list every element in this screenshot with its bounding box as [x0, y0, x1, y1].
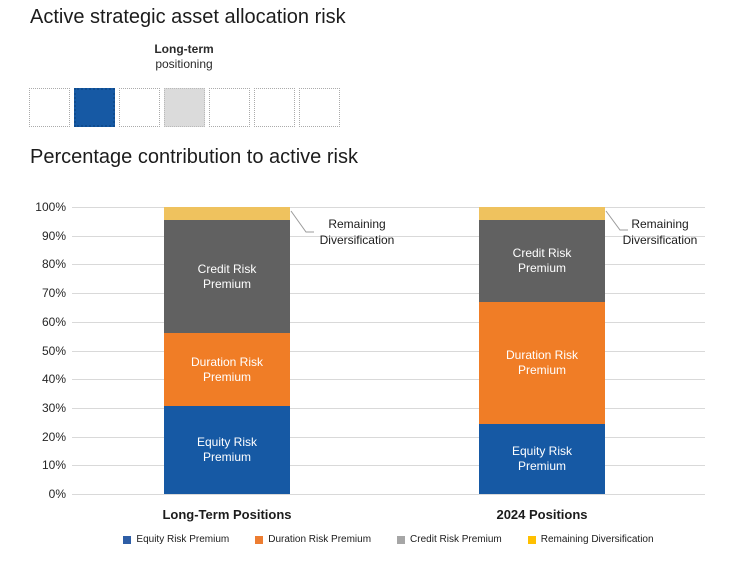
legend-label: Duration Risk Premium: [268, 534, 372, 545]
bar-segment: Duration Risk Premium: [479, 301, 605, 424]
category-label: Long-Term Positions: [162, 507, 292, 522]
legend-label: Credit Risk Premium: [410, 534, 502, 545]
gridline-90%: [72, 235, 705, 237]
y-axis-label: 40%: [41, 372, 66, 387]
positioning-label: Long-term positioning: [114, 42, 254, 72]
gridline-10%: [72, 465, 705, 467]
bar-segment: Credit Risk Premium: [164, 219, 290, 334]
gridline-30%: [72, 407, 705, 409]
legend-swatch-icon: [527, 535, 536, 544]
chart-title: Percentage contribution to active risk: [30, 146, 358, 168]
bar-segment-label: Duration Risk Premium: [505, 347, 579, 377]
positioning-label-line1: Long-term: [154, 42, 214, 56]
y-axis-label: 90%: [41, 228, 66, 243]
callout-line2: Diversification: [319, 232, 395, 247]
remaining-diversification-callout: Remaining Diversification: [277, 217, 437, 248]
gridline-100%: [72, 207, 705, 208]
positioning-square-4: [164, 88, 205, 127]
bar-segment-label: Equity Risk Premium: [511, 443, 573, 473]
bar-segment-label: Duration Risk Premium: [190, 354, 264, 384]
legend-item: Credit Risk Premium: [397, 534, 502, 545]
bar-segment-label: Equity Risk Premium: [196, 435, 258, 465]
gridline-20%: [72, 436, 705, 438]
bar-segment-label: Credit Risk Premium: [512, 245, 572, 275]
bar-segment: Equity Risk Premium: [479, 423, 605, 494]
positioning-square-2: [74, 88, 115, 127]
y-axis-label: 70%: [41, 286, 66, 301]
gridline-50%: [72, 350, 705, 352]
y-axis-label: 0%: [48, 487, 66, 501]
positioning-label-line2: positioning: [155, 57, 213, 71]
bar-segment: [479, 207, 605, 220]
legend-swatch-icon: [123, 535, 132, 544]
remaining-diversification-callout: Remaining Diversification: [580, 217, 736, 248]
bar-segment: Equity Risk Premium: [164, 406, 290, 494]
bar-segment: Duration Risk Premium: [164, 333, 290, 407]
positioning-square-5: [209, 88, 250, 127]
y-axis-label: 10%: [41, 458, 66, 473]
positioning-square-1: [29, 88, 70, 127]
y-axis-label: 20%: [41, 429, 66, 444]
gridline-70%: [72, 293, 705, 295]
category-label: 2024 Positions: [496, 507, 588, 522]
legend-item: Duration Risk Premium: [255, 534, 371, 545]
gridline-80%: [72, 264, 705, 266]
y-axis-label: 80%: [41, 257, 66, 272]
y-axis-label: 50%: [41, 343, 66, 358]
legend-label: Remaining Diversification: [540, 534, 654, 545]
chart-legend: Equity Risk Premium Duration Risk Premium…: [72, 534, 705, 545]
y-axis-label: 100%: [35, 200, 66, 214]
legend-swatch-icon: [397, 535, 406, 544]
legend-item: Remaining Diversification: [527, 534, 654, 545]
legend-label: Equity Risk Premium: [136, 534, 230, 545]
callout-line2: Diversification: [622, 232, 698, 247]
callout-line1: Remaining: [631, 217, 689, 231]
y-axis-label: 30%: [41, 400, 66, 415]
bar-segment: [164, 207, 290, 220]
y-axis-label: 60%: [41, 314, 66, 329]
positioning-square-3: [119, 88, 160, 127]
gridline-40%: [72, 379, 705, 381]
positioning-square-6: [254, 88, 295, 127]
gridline-0%: [72, 494, 705, 495]
positioning-squares: [29, 88, 340, 127]
callout-line1: Remaining: [328, 217, 386, 231]
bar-segment-label: Credit Risk Premium: [197, 261, 257, 291]
legend-swatch-icon: [255, 535, 264, 544]
bar-segment: Credit Risk Premium: [479, 219, 605, 302]
legend-item: Equity Risk Premium: [123, 534, 229, 545]
gridline-60%: [72, 321, 705, 323]
page-title: Active strategic asset allocation risk: [30, 6, 346, 28]
positioning-square-7: [299, 88, 340, 127]
